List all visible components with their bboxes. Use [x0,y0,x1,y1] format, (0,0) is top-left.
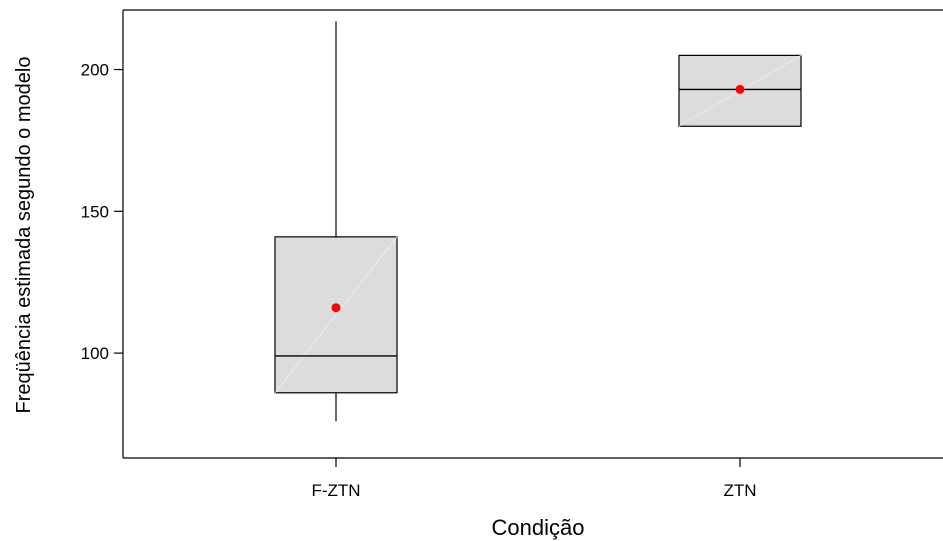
box-f-ztn [274,21,398,422]
y-tick-label: 200 [81,61,109,80]
x-axis-label: Condição [492,515,585,540]
x-tick-label: ZTN [723,481,756,500]
x-axis: F-ZTN ZTN [311,458,757,500]
y-tick-label: 100 [81,344,109,363]
plot-frame [122,9,943,459]
x-tick-label: F-ZTN [311,481,360,500]
box-diagonal [274,236,398,394]
boxes-layer [274,21,802,422]
y-tick-label: 150 [81,202,109,221]
y-axis: 100 150 200 [81,61,123,363]
mean-marker [735,84,745,94]
box-ztn [678,54,802,127]
mean-marker [331,303,341,313]
y-axis-label: Freqüência estimada segundo o modelo [13,57,35,414]
